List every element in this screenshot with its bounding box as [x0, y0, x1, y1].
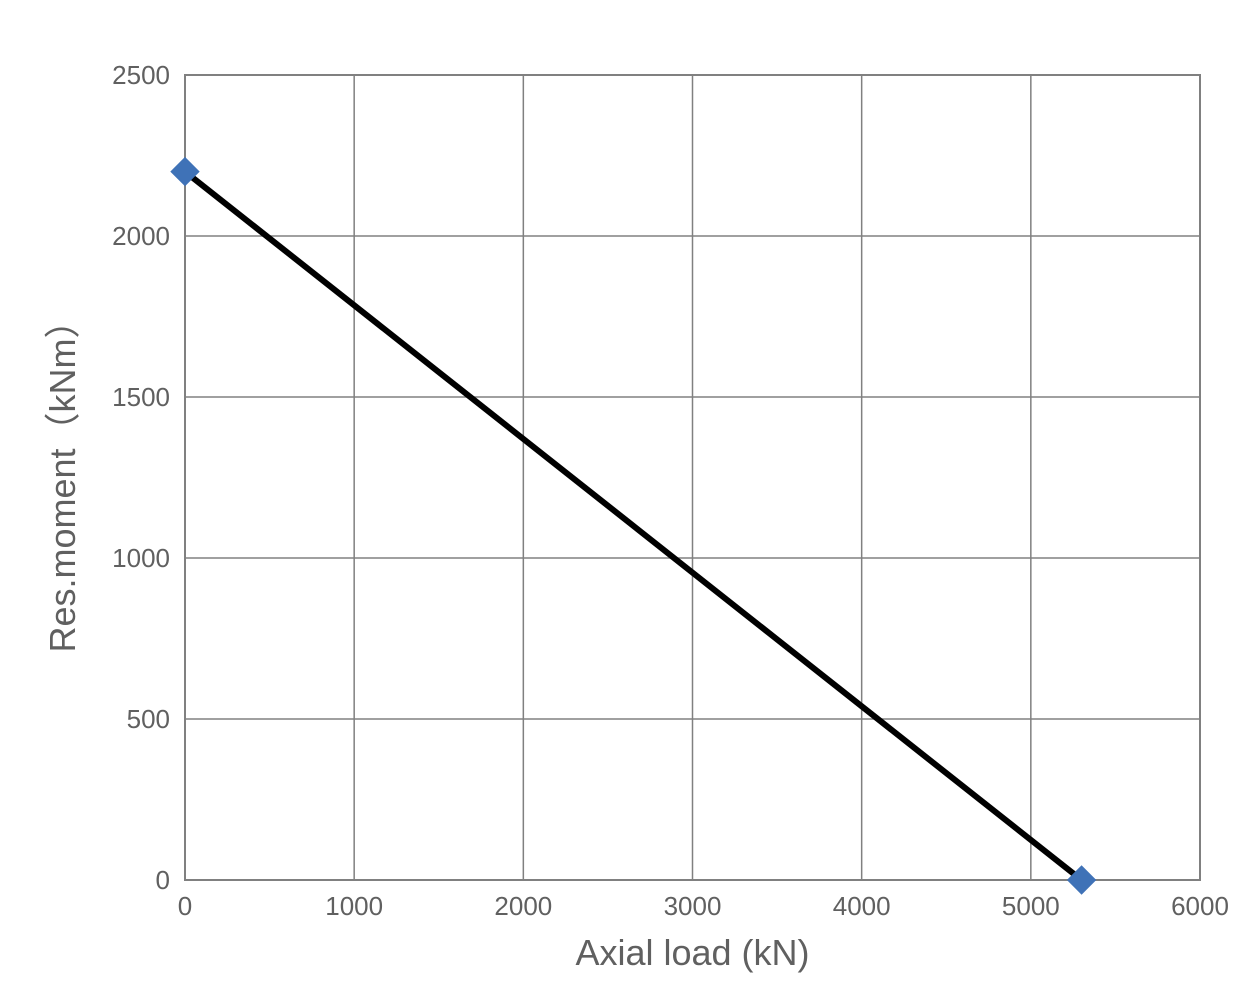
x-tick-label: 2000: [494, 891, 552, 921]
chart-background: [0, 0, 1260, 990]
x-axis-title: Axial load (kN): [575, 932, 809, 973]
y-axis-title: Res.moment（kNm）: [42, 302, 83, 652]
x-tick-label: 0: [178, 891, 192, 921]
x-tick-label: 3000: [664, 891, 722, 921]
x-tick-label: 1000: [325, 891, 383, 921]
x-tick-label: 6000: [1171, 891, 1229, 921]
y-tick-label: 1500: [112, 382, 170, 412]
y-tick-label: 0: [156, 865, 170, 895]
y-tick-label: 500: [127, 704, 170, 734]
chart-svg: 0 1000 2000 3000 4000 5000 6000 0 500 1000 1500 200…: [0, 0, 1260, 990]
chart-container: 0 1000 2000 3000 4000 5000 6000 0 500 1000 1500 200…: [0, 0, 1260, 990]
y-tick-label: 2000: [112, 221, 170, 251]
y-tick-label: 1000: [112, 543, 170, 573]
y-tick-label: 2500: [112, 60, 170, 90]
x-tick-label: 4000: [833, 891, 891, 921]
x-tick-label: 5000: [1002, 891, 1060, 921]
